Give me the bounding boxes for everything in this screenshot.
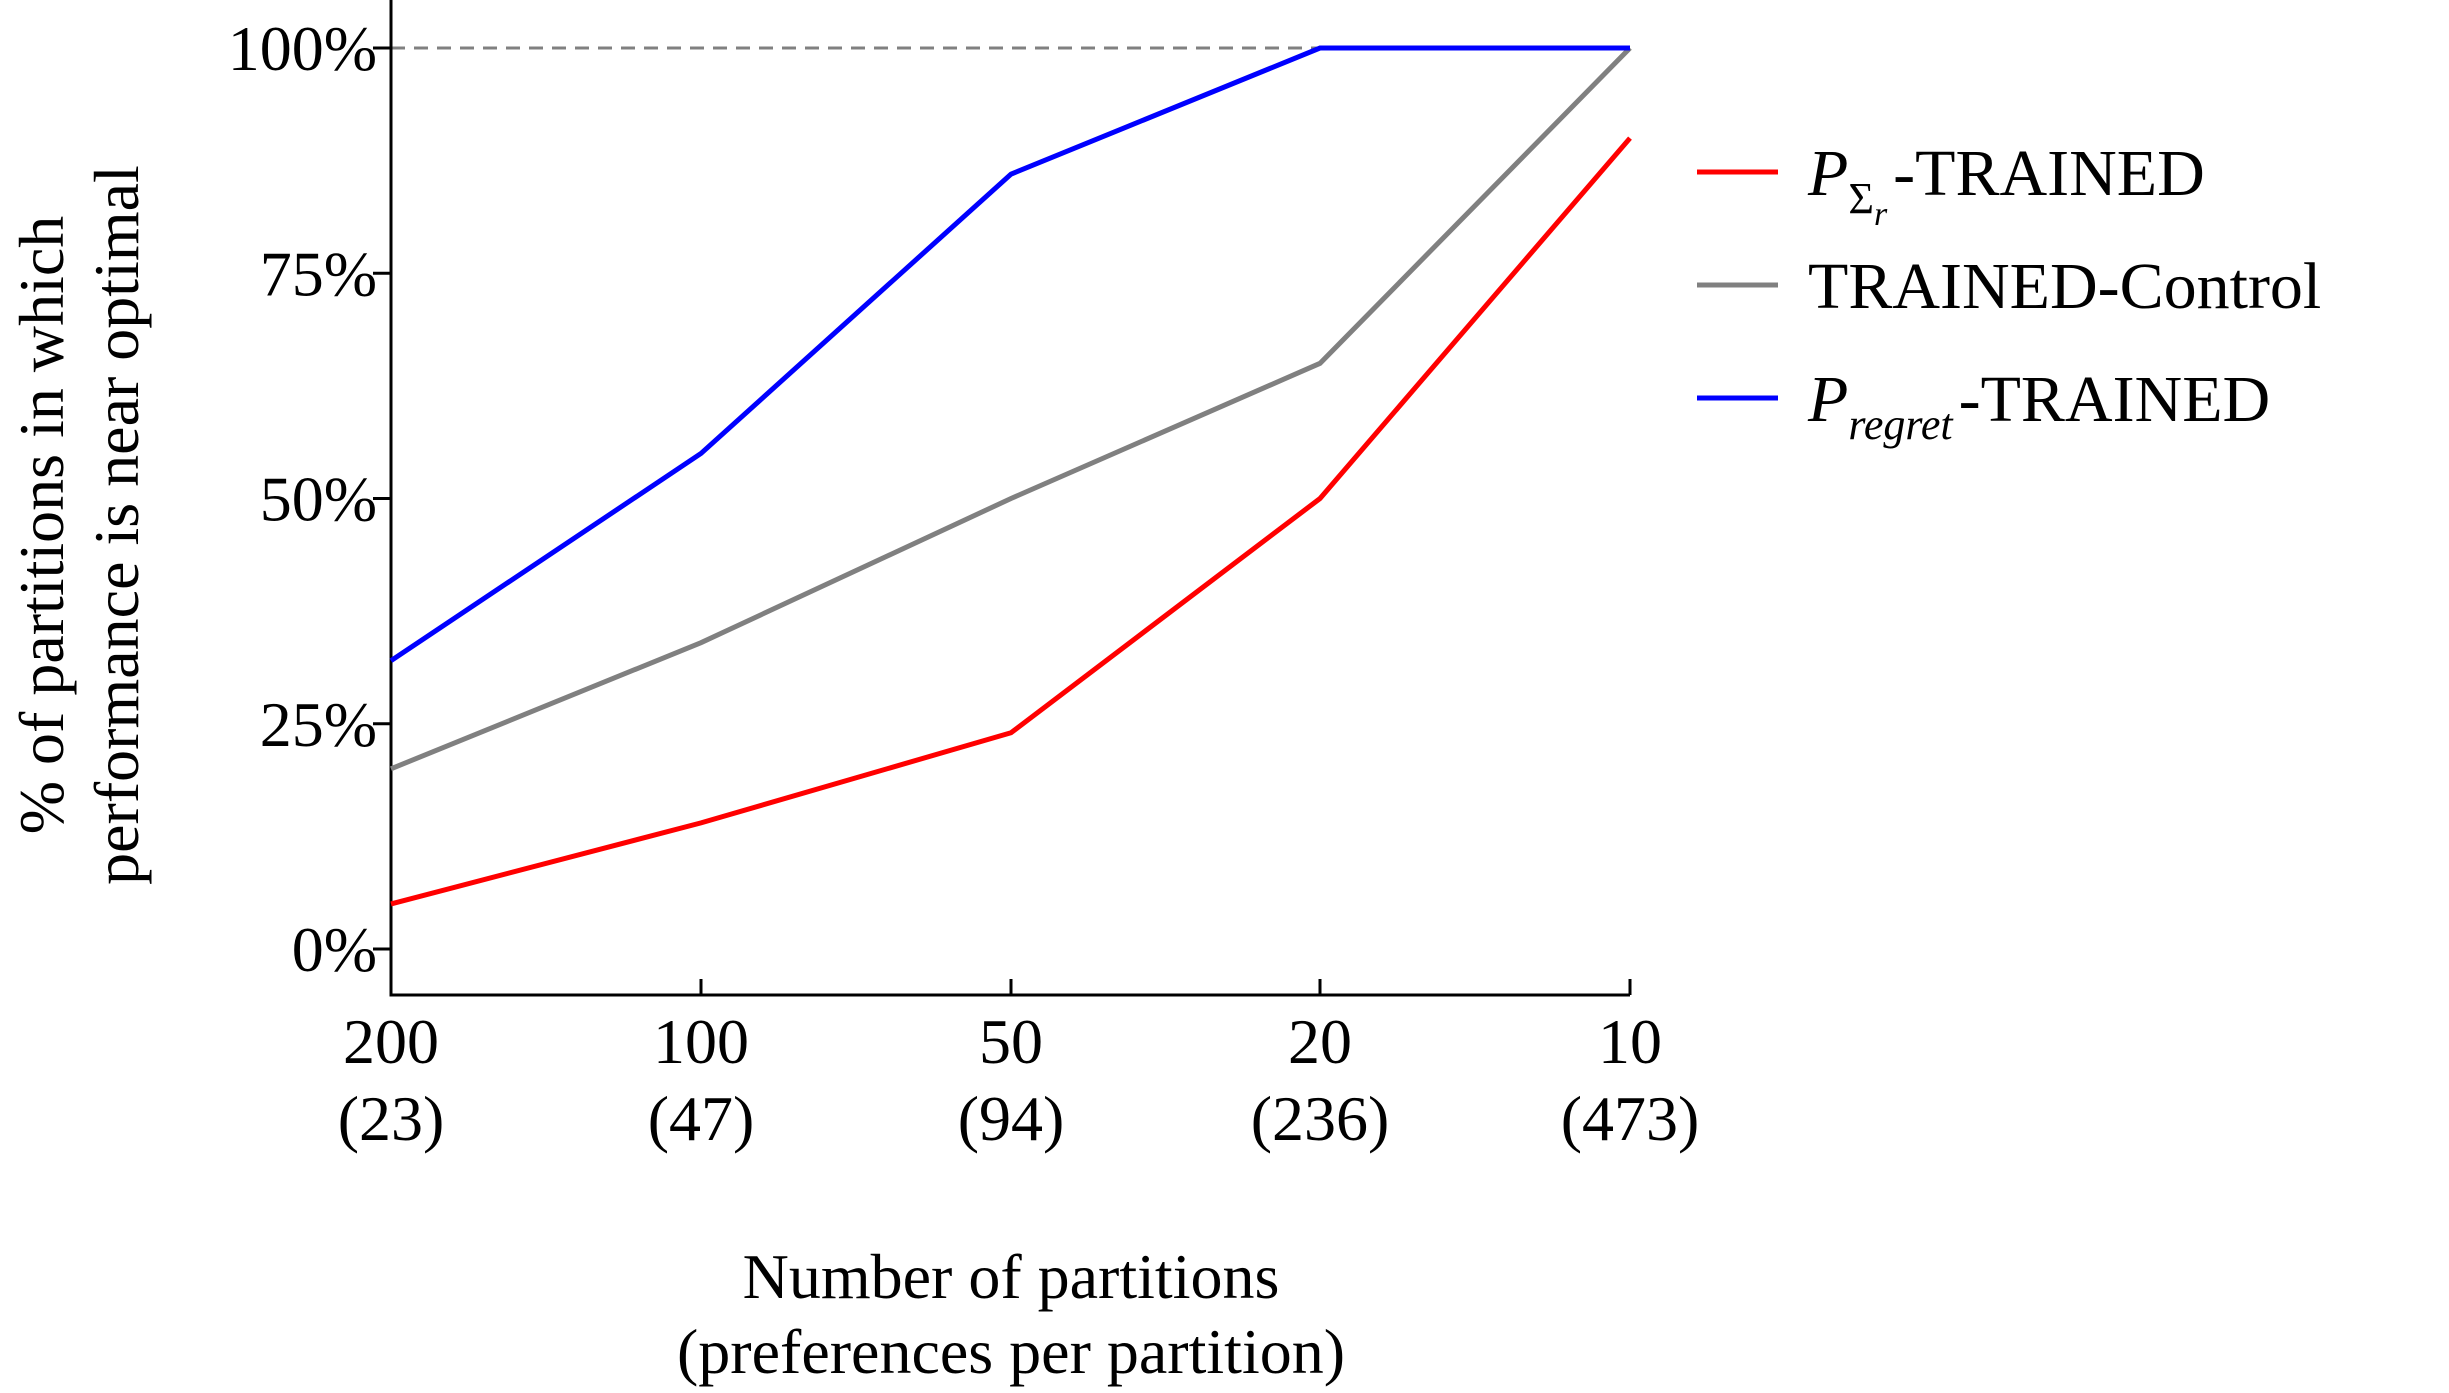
- y-tick-label-3: 75%: [260, 238, 377, 309]
- legend-symbol-0: P: [1807, 137, 1848, 210]
- legend-label-0: PΣr-TRAINED: [1807, 137, 2205, 233]
- x-axis-label-line1: Number of partitions: [743, 1241, 1280, 1312]
- y-tick-label-2: 50%: [260, 464, 377, 535]
- y-axis-label-line1: % of partitions in which: [6, 216, 77, 835]
- legend-entry-0: PΣr-TRAINED: [1697, 137, 2205, 233]
- x-tick-sublabel-1: (47): [648, 1083, 755, 1154]
- x-tick-label-1: 100: [653, 1006, 749, 1077]
- x-tick-sublabel-4: (473): [1561, 1083, 1700, 1154]
- series-line-2: [389, 45, 1630, 663]
- x-tick-label-2: 50: [979, 1006, 1043, 1077]
- series-line-0: [390, 136, 1632, 907]
- x-tick-label-3: 20: [1288, 1006, 1352, 1077]
- legend-entry-2: Pregret-TRAINED: [1697, 363, 2270, 449]
- y-axis-label-line2: performance is near optimal: [81, 165, 152, 885]
- legend-symbol-2: P: [1807, 363, 1848, 436]
- axis-labels: Number of partitions(preferences per par…: [6, 165, 1345, 1387]
- series-line-1: [390, 46, 1632, 772]
- y-tick-label-0: 0%: [292, 914, 377, 985]
- legend-entry-1: TRAINED-Control: [1697, 250, 2321, 323]
- y-tick-label-4: 100%: [228, 13, 377, 84]
- legend-suffix-1: TRAINED-Control: [1808, 250, 2321, 323]
- y-tick-label-1: 25%: [260, 689, 377, 760]
- x-tick-label-4: 10: [1598, 1006, 1662, 1077]
- x-tick-sublabel-0: (23): [338, 1083, 445, 1154]
- x-tick-sublabel-2: (94): [958, 1083, 1065, 1154]
- y-ticks: 0% 25% 50% 75% 100%: [228, 13, 391, 985]
- legend-label-1: TRAINED-Control: [1808, 250, 2321, 323]
- x-axis-label-line2: (preferences per partition): [677, 1316, 1345, 1387]
- x-tick-label-0: 200: [343, 1006, 439, 1077]
- x-tick-sublabel-3: (236): [1251, 1083, 1390, 1154]
- legend-suffix-0: -TRAINED: [1893, 137, 2205, 210]
- series-lines: [389, 45, 1632, 907]
- legend-subscript-0: Σ: [1848, 174, 1874, 223]
- legend-subscript-2: regret: [1848, 400, 1954, 449]
- x-ticks: 200(23) 100(47) 50(94) 20(236) 10(473): [338, 979, 1700, 1154]
- legend-suffix-2: -TRAINED: [1959, 363, 2271, 436]
- legend-label-2: Pregret-TRAINED: [1807, 363, 2270, 449]
- legend-subsubscript-0: r: [1874, 196, 1888, 233]
- legend: PΣr-TRAINEDTRAINED-ControlPregret-TRAINE…: [1697, 137, 2321, 449]
